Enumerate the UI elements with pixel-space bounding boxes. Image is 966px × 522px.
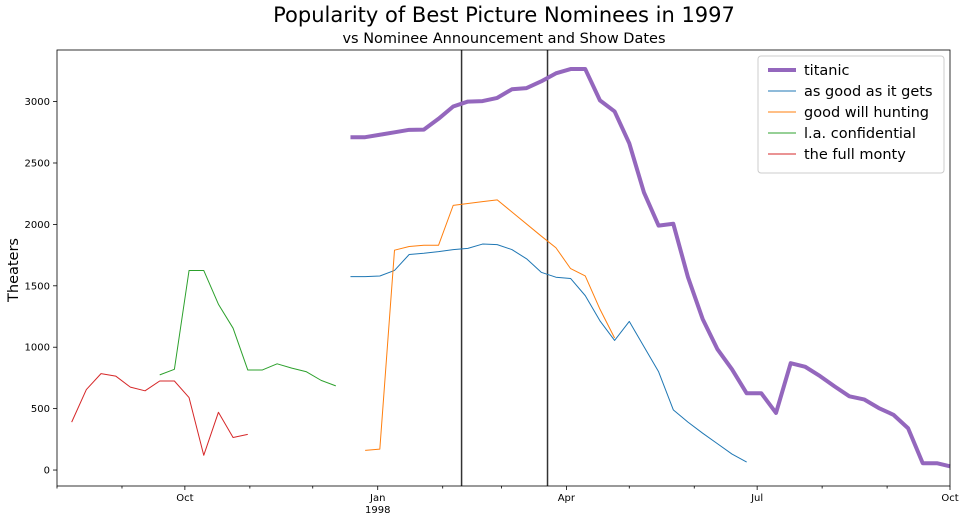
series-line-2 [350, 243, 747, 463]
series-line-3 [365, 199, 616, 451]
x-tick-sublabel: 1998 [365, 505, 390, 516]
legend-box [757, 55, 945, 174]
x-tick-label: Oct [941, 493, 958, 504]
legend-label-1: titanic [804, 63, 850, 79]
x-tick-label: Oct [176, 493, 193, 504]
y-tick-label: 0 [44, 466, 50, 477]
plot-area [71, 50, 951, 486]
y-tick-label: 1000 [25, 343, 50, 354]
y-axis-label: Theaters [6, 238, 22, 303]
y-tick-label: 2000 [25, 220, 50, 231]
plot-frame [56, 49, 951, 487]
y-tick-label: 1500 [25, 281, 50, 292]
series-line-5 [71, 373, 248, 456]
y-tick-label: 500 [31, 404, 50, 415]
legend-label-5: the full monty [804, 147, 906, 163]
series-line-4 [159, 269, 336, 387]
legend-label-2: as good as it gets [804, 84, 933, 100]
legend-label-3: good will hunting [804, 105, 929, 121]
x-tick-label: Apr [558, 493, 576, 504]
series-line-1 [350, 67, 951, 469]
chart-title: Popularity of Best Picture Nominees in 1… [273, 3, 735, 27]
x-tick-label: Jul [750, 493, 763, 504]
x-tick-label: Jan [369, 493, 385, 504]
legend-label-4: l.a. confidential [804, 126, 916, 142]
legend: titanic as good as it gets good will hunti… [757, 55, 945, 174]
chart-subtitle: vs Nominee Announcement and Show Dates [342, 31, 665, 47]
y-tick-label: 3000 [25, 97, 50, 108]
y-tick-label: 2500 [25, 158, 50, 169]
